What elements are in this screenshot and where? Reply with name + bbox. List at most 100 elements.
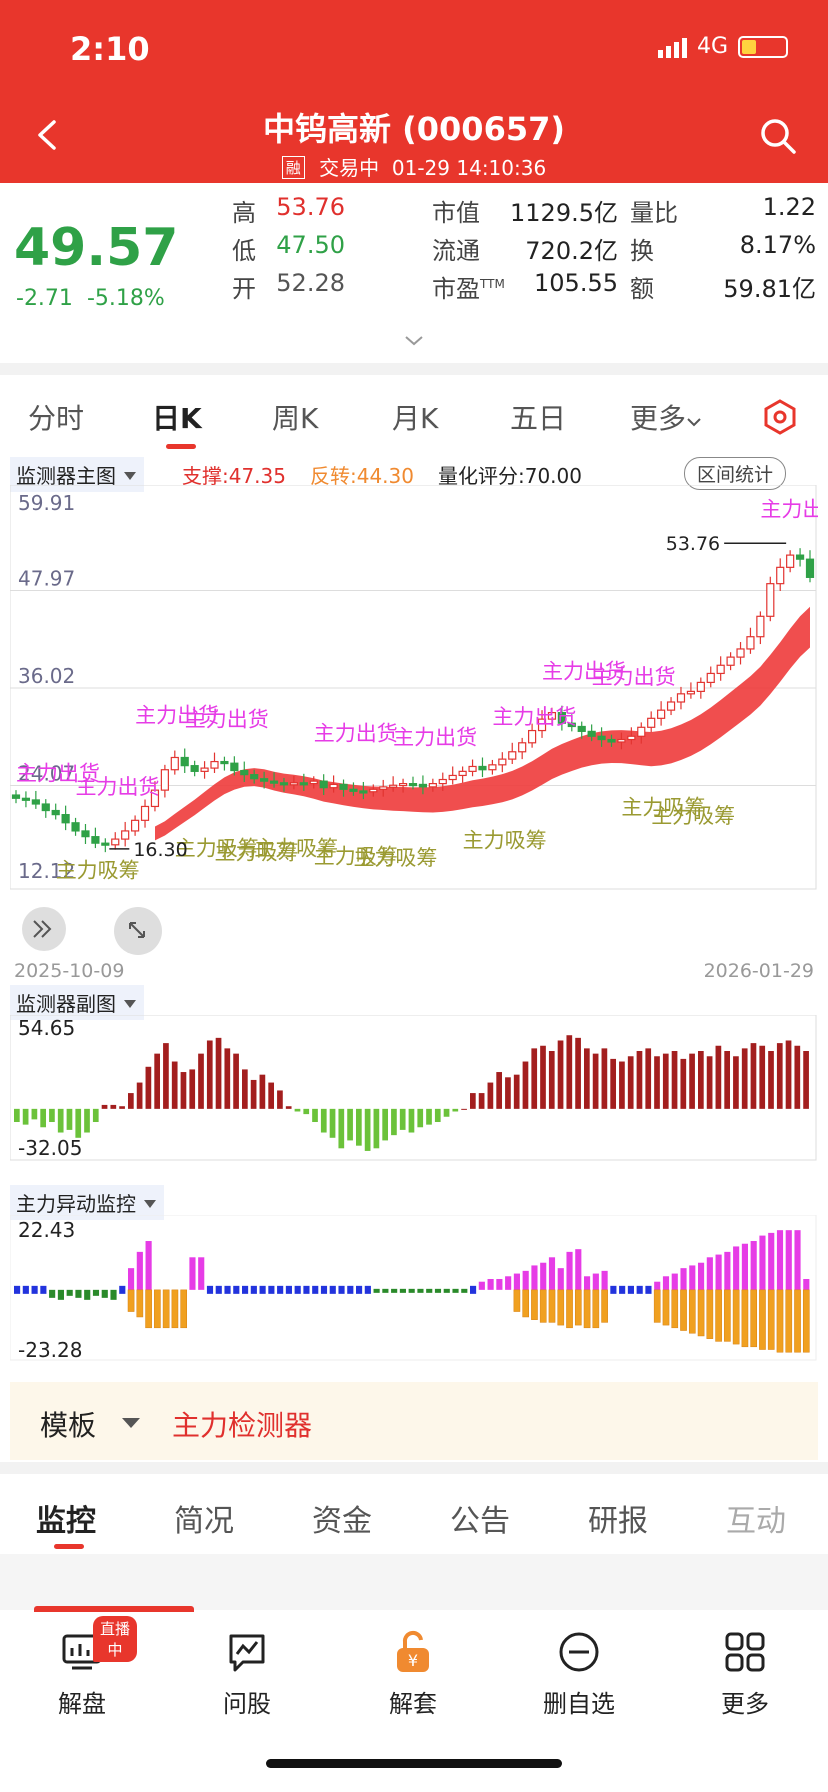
sub1-bar (645, 1048, 652, 1109)
outflow-small-bar (75, 1289, 82, 1298)
chat-chart-icon (229, 1634, 265, 1672)
main-indicator-selector[interactable]: 监测器主图 (10, 457, 144, 492)
chart-frame (10, 1215, 817, 1361)
sub1-bar (399, 1108, 406, 1130)
tab-research[interactable]: 研报 (588, 1504, 648, 1539)
outflow-bar (653, 1289, 661, 1323)
nav-ask-stock[interactable]: 问股 (192, 1630, 302, 1719)
inflow-bar (715, 1254, 722, 1290)
quote-panel: 49.57 -2.71 -5.18% 高 53.76 市值 1129.5亿 量比 1.22… (0, 183, 828, 363)
candle-body (319, 780, 328, 789)
sub1-bar (575, 1037, 581, 1109)
sub-chart-1[interactable]: 54.65 -32.05 (10, 1015, 818, 1161)
outflow-bar (697, 1289, 705, 1337)
sub1-bar (320, 1108, 327, 1133)
nav-analysis[interactable]: 直播中 解盘 (27, 1616, 137, 1719)
zoom-button[interactable] (114, 907, 162, 955)
template-bar[interactable]: 模板 主力检测器 (10, 1382, 818, 1460)
sub-chart-2[interactable]: 22.43 -23.28 (10, 1215, 818, 1361)
neutral-bar (22, 1285, 29, 1294)
sub1-bar (750, 1043, 757, 1109)
tab-five-day[interactable]: 五日 (510, 402, 567, 435)
tab-weekly-k[interactable]: 周K (272, 402, 319, 435)
quote-label: 市值 (432, 199, 480, 227)
main-kline-chart[interactable]: 59.9147.9736.0224.0712.12主力出货主力出货主力出货主力出… (10, 485, 818, 947)
sell-signal-label: 主力出货 (492, 705, 576, 729)
tab-monitor[interactable]: 监控 (36, 1504, 96, 1539)
search-icon[interactable] (758, 116, 798, 156)
tab-daily-k[interactable]: 日K (152, 402, 202, 435)
margin-badge: 融 (281, 156, 305, 179)
chart-frame (10, 485, 817, 890)
sell-signal-label: 主力出货 (16, 761, 100, 785)
outflow-bar (741, 1289, 749, 1348)
quote-value: 105.55 (534, 269, 618, 297)
nav-unlock[interactable]: ¥ 解套 (358, 1630, 468, 1719)
candle-body (537, 718, 547, 732)
inflow-bar (785, 1230, 792, 1290)
candle-body (250, 774, 259, 780)
sub1-bar (250, 1079, 257, 1109)
nav-more[interactable]: 更多 (690, 1630, 800, 1719)
outflow-bar (513, 1289, 521, 1312)
outflow-bar (566, 1289, 573, 1329)
tab-monthly-k[interactable]: 月K (392, 402, 439, 435)
back-icon[interactable] (30, 118, 64, 152)
flow-indicator-selector[interactable]: 主力异动监控 (10, 1185, 164, 1220)
outflow-bar (706, 1289, 714, 1339)
neutral-bar (338, 1285, 345, 1294)
tab-intraday[interactable]: 分时 (28, 402, 85, 435)
buy-signal-label: 主力吸筹 (215, 840, 299, 864)
tab-interaction[interactable]: 互动 (726, 1504, 786, 1539)
range-stats-button[interactable]: 区间统计 (684, 457, 787, 490)
sub1-bar (803, 1051, 809, 1109)
neutral-bar (356, 1285, 363, 1294)
sub1-bar (268, 1082, 275, 1109)
quote-value: 52.28 (276, 269, 345, 297)
template-value[interactable]: 主力检测器 (172, 1409, 313, 1442)
caret-down-icon[interactable] (122, 1418, 140, 1428)
neutral-bar (303, 1285, 310, 1294)
y-tick-label: 47.97 (18, 566, 75, 590)
scroll-left-button[interactable] (22, 907, 66, 951)
sub1-bar (671, 1051, 678, 1109)
inflow-bar (794, 1230, 801, 1290)
candle-body (349, 788, 358, 792)
sub-indicator-selector[interactable]: 监测器副图 (10, 985, 144, 1020)
sub1-bar (478, 1093, 485, 1109)
inflow-bar (478, 1281, 485, 1290)
tab-more[interactable]: 更多 (630, 397, 702, 437)
chevron-down-icon[interactable] (404, 333, 424, 349)
inflow-bar (531, 1265, 538, 1290)
inflow-bar (776, 1230, 784, 1290)
outflow-bar (671, 1289, 679, 1329)
sub1-bar (14, 1108, 20, 1123)
tab-funds[interactable]: 资金 (312, 1504, 372, 1539)
outflow-bar (539, 1289, 547, 1323)
sub1-bar (391, 1108, 397, 1136)
neutral-bar (312, 1285, 319, 1294)
tab-overview[interactable]: 简况 (174, 1504, 234, 1539)
candle-body (478, 765, 487, 771)
candle-body (567, 722, 576, 728)
sub1-bar (601, 1048, 608, 1109)
quote-label: 低 (232, 237, 256, 265)
sub1-bar (741, 1048, 748, 1109)
inflow-bar (706, 1257, 713, 1290)
tab-announcements[interactable]: 公告 (450, 1504, 510, 1539)
quote-value: 47.50 (276, 231, 345, 259)
inflow-bar (671, 1273, 678, 1290)
inflow-bar (803, 1278, 810, 1290)
y-tick-label: 36.02 (18, 664, 75, 688)
candle-body (289, 782, 298, 786)
sub1-bar (417, 1108, 424, 1128)
inflow-bar (128, 1268, 135, 1290)
status-icons: 4G (657, 34, 788, 59)
inflow-bar (522, 1270, 529, 1290)
outflow-bar (583, 1289, 591, 1329)
high-marker-label: 53.76 (666, 533, 720, 555)
nav-remove-watchlist[interactable]: 删自选 (524, 1630, 634, 1719)
chart-settings-icon[interactable] (762, 399, 798, 435)
trade-status-line: 融 交易中 01-29 14:10:36 (0, 152, 828, 181)
template-label[interactable]: 模板 (40, 1409, 97, 1442)
